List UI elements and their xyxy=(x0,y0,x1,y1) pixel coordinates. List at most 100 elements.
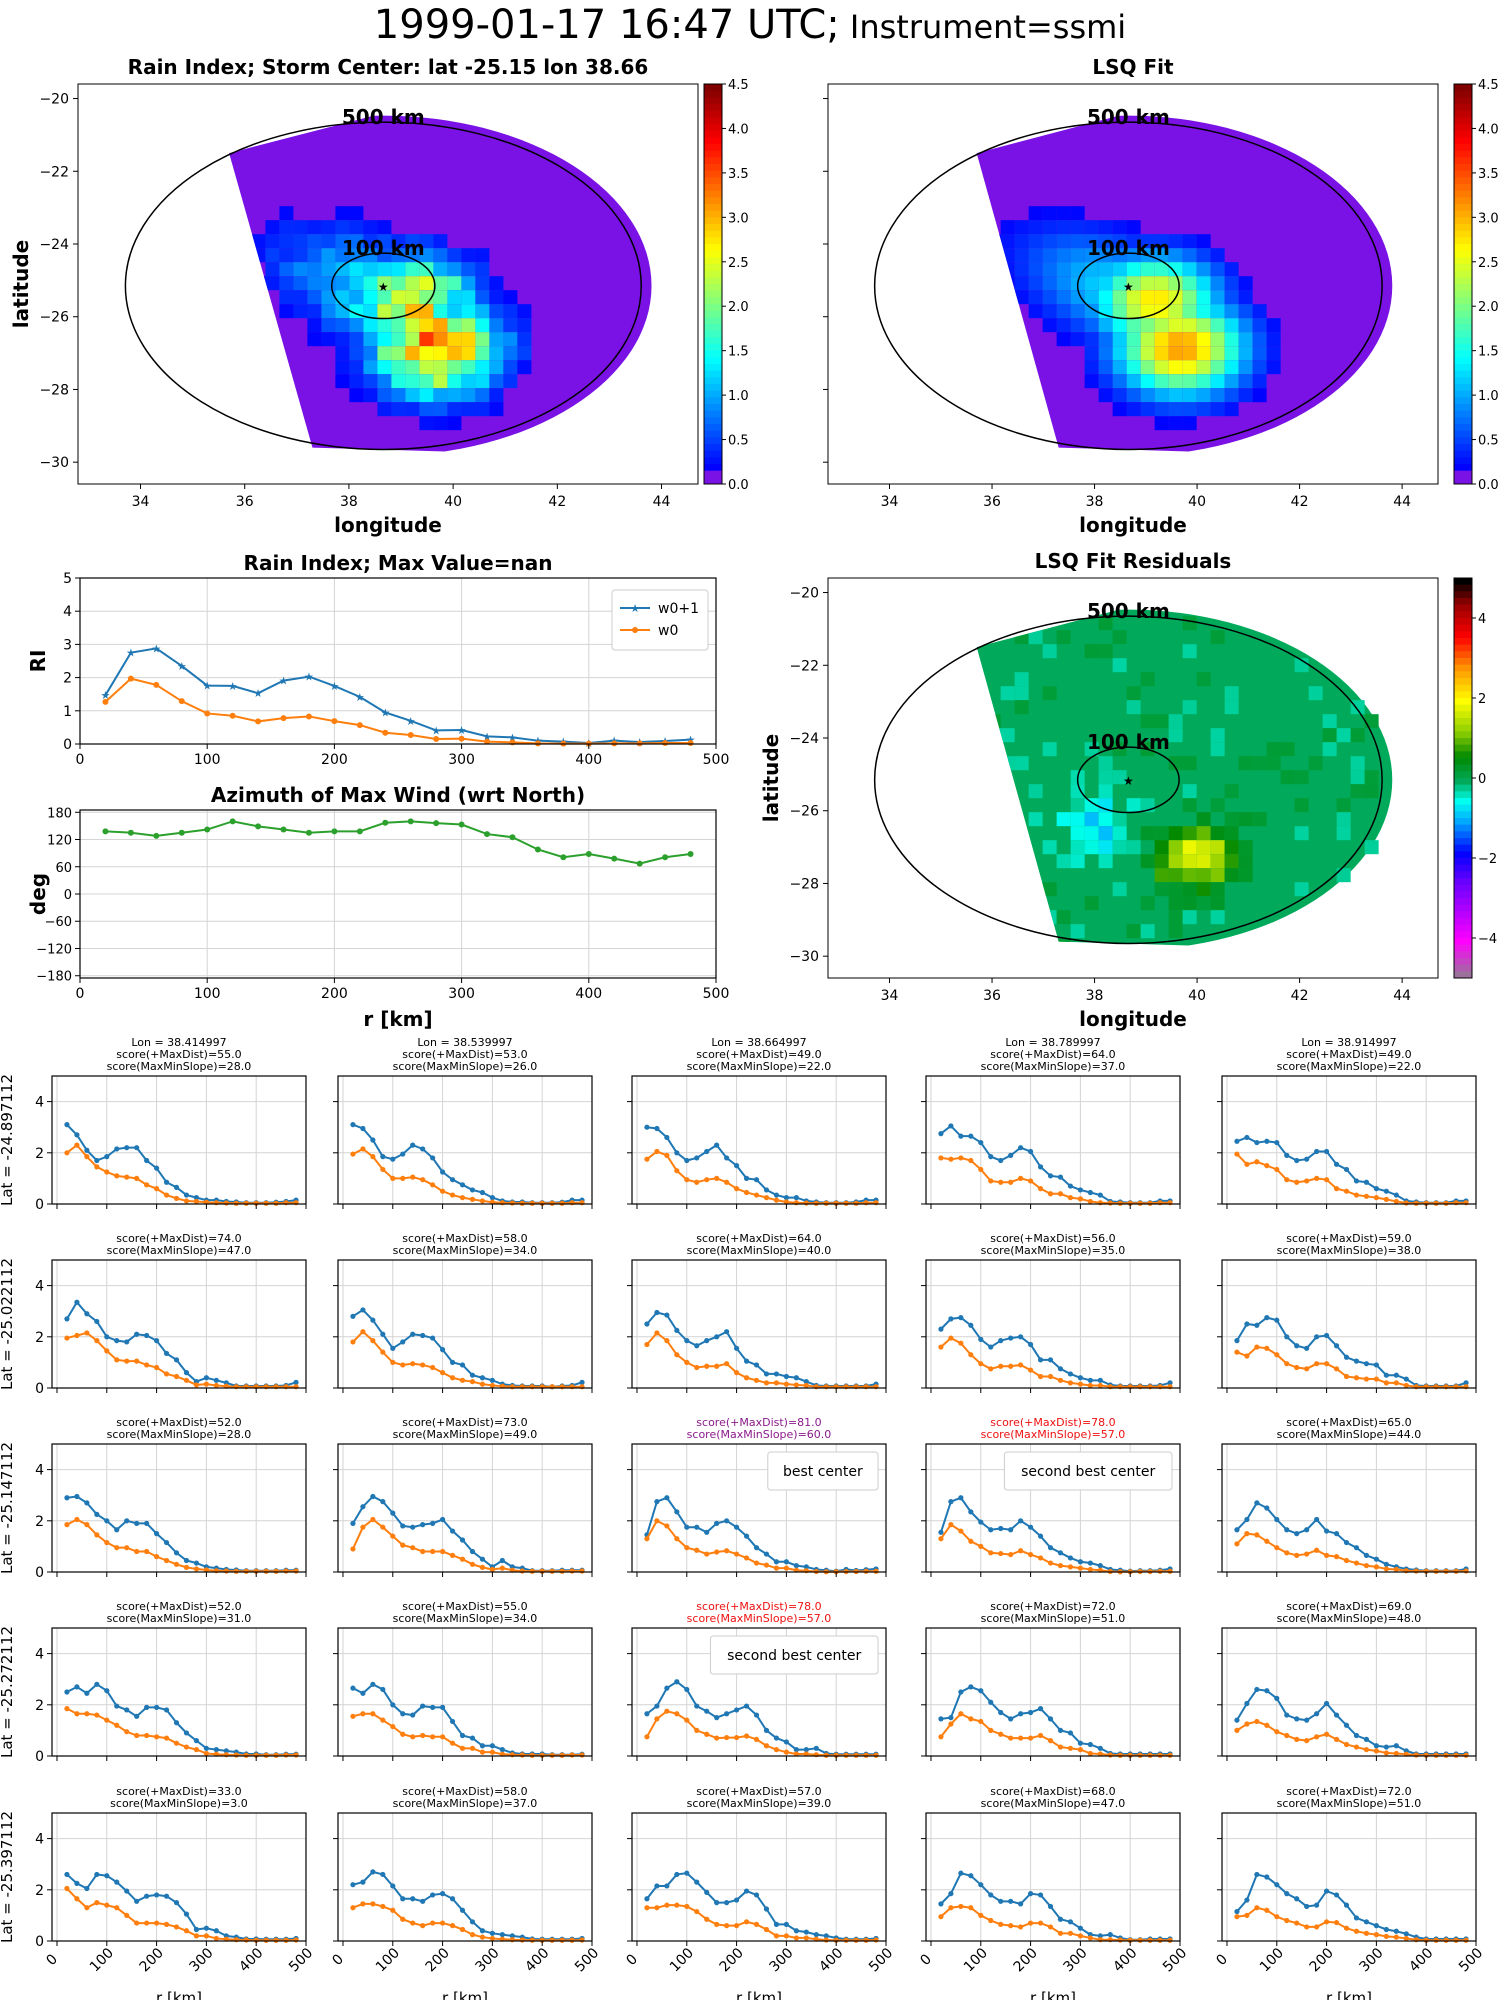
data-point xyxy=(1304,1178,1310,1184)
data-pixel xyxy=(1028,248,1043,263)
data-point xyxy=(479,1198,486,1204)
data-pixel xyxy=(503,346,518,361)
data-point xyxy=(704,1916,710,1922)
data-point xyxy=(1353,1358,1360,1364)
data-point xyxy=(674,1536,680,1542)
data-point xyxy=(193,1747,200,1753)
data-point xyxy=(968,1873,974,1879)
map-title: LSQ Fit xyxy=(1092,55,1174,79)
colorbar-tick-label: 4.0 xyxy=(1478,122,1499,137)
data-point xyxy=(1393,1743,1399,1749)
data-pixel xyxy=(279,262,294,277)
data-point xyxy=(1323,1148,1330,1155)
data-pixel xyxy=(293,276,308,291)
data-point xyxy=(370,1711,376,1717)
data-point xyxy=(1107,1200,1113,1206)
data-pixel xyxy=(1294,826,1309,841)
data-pixel xyxy=(1112,770,1127,785)
data-point xyxy=(1383,1196,1389,1202)
x-tick-label: 100 xyxy=(194,986,221,1002)
x-tick-label: 300 xyxy=(1060,1945,1090,1975)
data-pixel xyxy=(363,220,378,235)
data-point xyxy=(1343,1902,1350,1908)
data-pixel xyxy=(293,304,308,319)
data-point xyxy=(1137,1200,1143,1206)
data-point xyxy=(1393,1934,1399,1940)
data-point xyxy=(644,1156,650,1162)
data-point xyxy=(153,1704,160,1710)
data-pixel xyxy=(1364,714,1379,729)
data-pixel xyxy=(1168,756,1183,771)
data-pixel xyxy=(391,290,406,305)
data-point xyxy=(743,1555,750,1561)
x-tick-label: 400 xyxy=(575,752,602,768)
data-pixel xyxy=(517,346,532,361)
data-pixel xyxy=(1182,416,1197,431)
data-point xyxy=(489,1195,495,1201)
colorbar-segment xyxy=(1454,437,1472,445)
data-point xyxy=(704,1148,710,1155)
colorbar-segment xyxy=(1454,811,1472,819)
data-pixel xyxy=(1168,388,1183,403)
colorbar-segment xyxy=(1454,364,1472,372)
data-pixel xyxy=(1070,826,1085,841)
data-point xyxy=(1413,1752,1419,1758)
data-pixel xyxy=(1196,318,1211,333)
data-point xyxy=(988,1727,994,1733)
data-point xyxy=(1363,1930,1370,1936)
x-tick-label: 100 xyxy=(667,1945,697,1975)
data-pixel xyxy=(1098,388,1113,403)
data-point xyxy=(793,1563,799,1569)
data-point xyxy=(1363,1736,1370,1742)
data-point xyxy=(753,1921,760,1927)
data-point xyxy=(783,1921,789,1927)
data-point xyxy=(407,732,414,739)
data-point xyxy=(144,1157,150,1164)
colorbar-segment xyxy=(1454,851,1472,859)
data-pixel xyxy=(1224,332,1239,347)
data-pixel xyxy=(1098,234,1113,249)
data-point xyxy=(280,715,287,722)
data-point xyxy=(223,1748,229,1754)
storm-center-star-icon: ★ xyxy=(378,280,389,294)
data-point xyxy=(356,828,363,835)
colorbar-segment xyxy=(704,330,722,338)
colorbar-segment xyxy=(1454,337,1472,345)
data-point xyxy=(1343,1166,1350,1173)
data-pixel xyxy=(1084,798,1099,813)
data-point xyxy=(863,1937,869,1943)
data-point xyxy=(958,1689,964,1695)
data-point xyxy=(144,1182,150,1188)
data-pixel xyxy=(1014,672,1029,687)
data-point xyxy=(687,740,694,747)
colorbar-segment xyxy=(1454,404,1472,412)
colorbar-segment xyxy=(1454,691,1472,699)
data-pixel xyxy=(1322,742,1337,757)
data-pixel xyxy=(1210,728,1225,743)
data-pixel xyxy=(1196,388,1211,403)
data-pixel xyxy=(1210,262,1225,277)
data-point xyxy=(948,1335,954,1341)
panel-score-maxminslope: score(MaxMinSlope)=49.0 xyxy=(393,1428,538,1441)
data-point-star: ★ xyxy=(508,731,518,744)
data-point xyxy=(163,1921,170,1927)
data-pixel xyxy=(335,332,350,347)
data-point xyxy=(469,1932,476,1938)
data-pixel xyxy=(461,318,476,333)
x-tick-label: 400 xyxy=(1110,1945,1140,1975)
data-point xyxy=(978,1519,984,1525)
series-line-w0 xyxy=(352,1712,583,1757)
data-point xyxy=(1264,1688,1270,1694)
data-pixel xyxy=(475,332,490,347)
data-point xyxy=(1463,1937,1469,1943)
data-point xyxy=(763,1551,770,1557)
x-tick-label: 42 xyxy=(1291,988,1309,1004)
x-axis-label: r [km] xyxy=(736,1989,782,2000)
data-pixel xyxy=(1070,234,1085,249)
panel-score-maxminslope: score(MaxMinSlope)=22.0 xyxy=(687,1060,832,1073)
data-pixel xyxy=(517,332,532,347)
data-pixel xyxy=(447,290,462,305)
colorbar-segment xyxy=(704,450,722,458)
data-point xyxy=(193,1195,200,1201)
